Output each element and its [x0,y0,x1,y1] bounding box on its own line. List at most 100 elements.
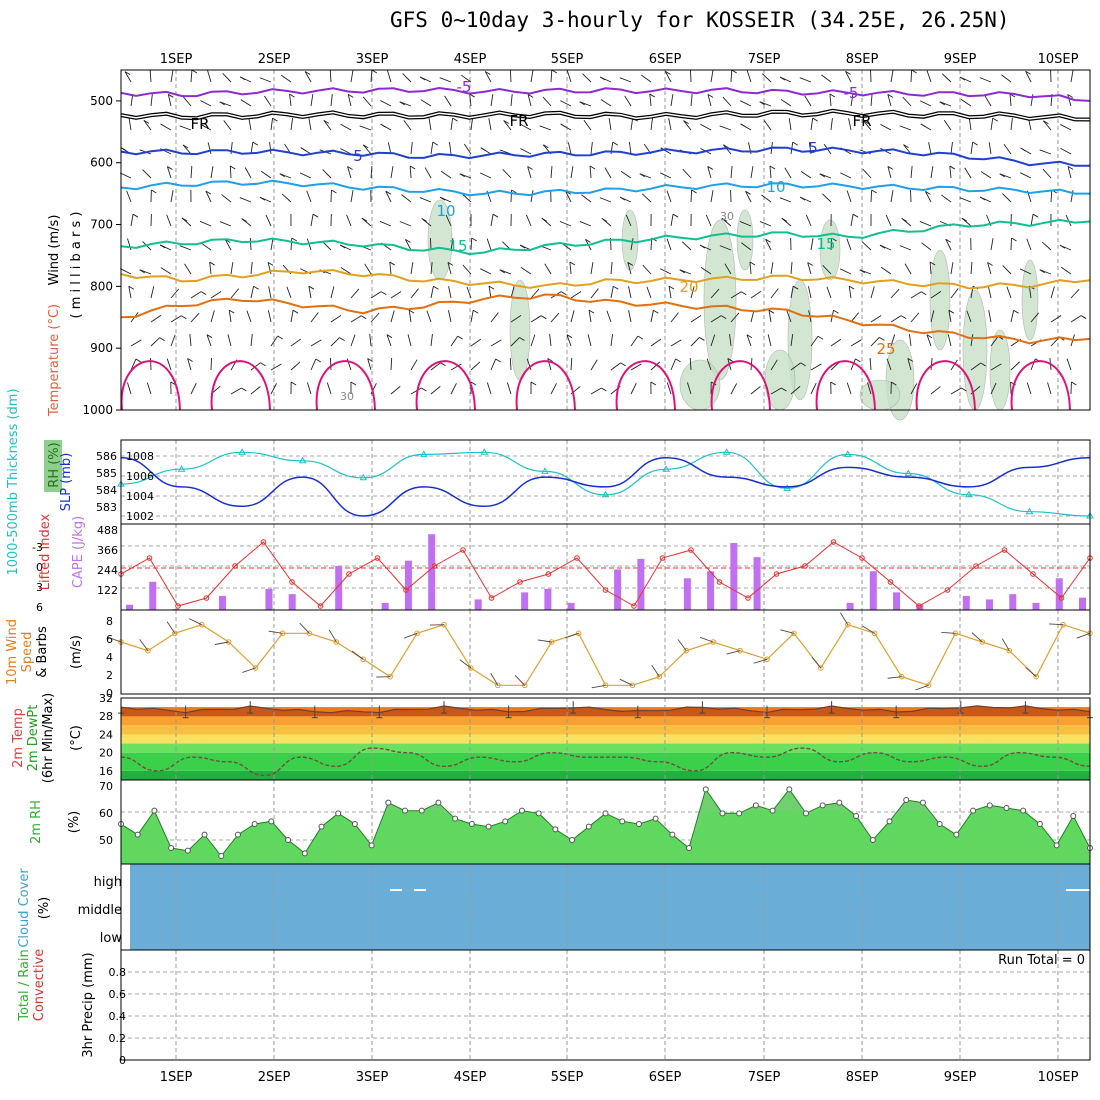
wind-barb-flag [260,362,266,367]
wind-barb-flag [380,291,387,296]
rh-marker [936,821,943,827]
wind-barb [950,262,954,275]
wind-barb [450,383,457,395]
wind-barb [582,73,592,83]
wind-barb [362,144,372,155]
wind-barb [869,358,872,371]
wind-barb [845,71,852,83]
precip-tick: 0.4 [109,1010,127,1023]
temp-tick: 16 [99,765,113,778]
wind-barb [567,142,572,155]
wind-barb-flag [511,189,517,194]
wind-barb [642,264,652,275]
wind-barb [530,315,542,323]
wind-barb [430,362,441,371]
wind-barb [466,286,472,299]
wind-barb [1070,70,1074,83]
wind-barb [830,361,841,371]
wind-barb [224,239,232,251]
wind-barb [544,263,552,275]
wind-barb-flag [887,166,894,170]
lifted-marker [431,563,438,569]
wind-barb [627,262,632,275]
wind-barb-flag [182,144,189,149]
wind-barb [527,94,532,107]
wind-barb [190,70,193,83]
rh-marker [351,821,358,827]
wind-barb-flag [987,262,993,266]
wind-barb [510,94,513,107]
contour--5 [120,86,1091,102]
rh-marker [853,813,860,819]
wind-barb [402,73,412,83]
wind-barb [646,286,652,299]
wind-barb [322,169,332,179]
wind-barb [370,291,382,299]
wind-barb [182,96,192,107]
wind-barb [510,189,512,203]
wind-barb [424,167,432,179]
wind-barb-flag [921,291,927,296]
wind-barb [484,71,492,83]
wind-barb [1030,94,1034,107]
rh-marker [869,837,876,843]
wind-barb [690,315,702,323]
wind-barb-flag [399,101,405,106]
wind-barb [440,170,452,179]
wind-barb [790,385,801,395]
wind-barb-flag [891,381,897,386]
wind-barb [330,286,335,299]
lifted-marker [602,587,609,593]
wind-barb-flag [272,117,278,122]
wind10-marker [468,665,474,671]
wind-barb [490,312,499,323]
wind-barb [410,387,422,395]
wind-barb [189,334,192,347]
wind-barb [988,310,992,323]
wind-barb [362,96,372,107]
wind-barb [606,310,612,323]
wind-barb [1006,286,1012,299]
rh-tick: 50 [99,834,113,847]
wind-barb-flag [408,309,415,314]
wind-barb-flag [627,262,634,266]
wind-barb [290,361,301,371]
wind10-barb [651,664,660,677]
contour-label: 25 [876,340,895,358]
wind-barb [1003,143,1012,155]
wind-barb-flag [432,141,439,146]
wind-barb [560,100,572,107]
wind-barb [340,267,352,275]
ytick-label: 900 [90,341,113,355]
wind-barb [945,239,952,251]
wind-barb [1042,168,1052,179]
wind-barb-flag [200,291,207,295]
wind-barb [124,71,132,83]
contour-30 [815,360,876,411]
wind-barb [207,142,212,155]
wind-barb [966,310,972,323]
wind-barb [569,262,572,275]
upper-side-label: Wind (m/s)Temperature (°C)RH (%)( m i l … [44,212,84,492]
wind-barb [910,189,912,203]
wind-barb-flag [200,123,206,128]
contour-label: 20 [679,278,698,296]
wind-barb-flag [367,358,373,362]
wind-barb-flag [362,144,369,149]
wind10-marker [198,621,205,628]
wind10-barb [537,639,552,643]
wind-barb [429,237,432,251]
wind-barb [904,263,912,275]
rh-marker [301,850,308,857]
wind-barb [690,94,693,107]
rh-marker [819,802,826,809]
wind10-barb [166,621,176,634]
wind-barb [530,190,534,203]
wind-barb-flag [945,238,951,243]
wind-barb [430,262,433,275]
wind-barb [1001,74,1012,83]
wind-barb [230,262,234,275]
wind-barb [450,335,459,347]
wind-barb [910,312,920,323]
